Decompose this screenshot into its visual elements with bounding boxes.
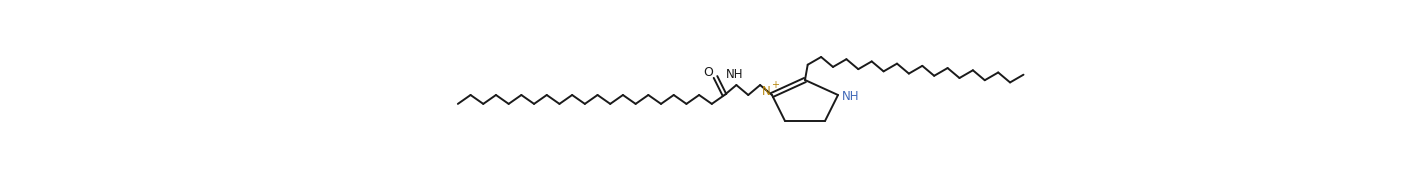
- Text: NH: NH: [843, 91, 860, 103]
- Text: N: N: [762, 85, 770, 98]
- Text: NH: NH: [726, 68, 743, 81]
- Text: O: O: [703, 67, 713, 80]
- Text: +: +: [772, 80, 780, 90]
